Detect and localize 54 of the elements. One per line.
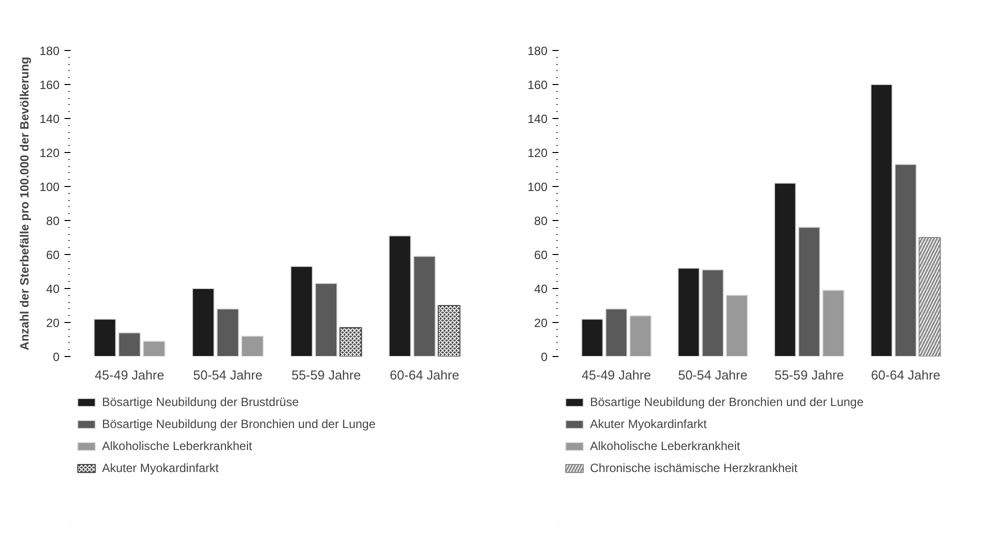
y-tick-label: 100 (39, 180, 60, 194)
bar (629, 315, 652, 356)
x-tick-label: 55-59 Jahre (291, 368, 361, 382)
y-tick-label: 0 (52, 350, 60, 364)
bar (314, 282, 338, 356)
bar (581, 318, 604, 356)
y-tick-label: 80 (534, 214, 548, 228)
bar (216, 308, 240, 356)
x-tick-label: 60-64 Jahre (390, 368, 460, 382)
bar (290, 266, 313, 356)
bar (388, 235, 412, 356)
legend-label: Akuter Myokardinfarkt (590, 417, 707, 431)
x-tick-label: 45-49 Jahre (582, 368, 652, 382)
y-tick-label: 160 (527, 78, 548, 92)
y-axis-title: Anzahl der Sterbefälle pro 100.000 der Bevölkerung (17, 56, 32, 350)
y-tick-label: 40 (534, 282, 548, 296)
y-tick-label: 160 (39, 78, 60, 92)
y-tick-label: 20 (46, 316, 60, 330)
legend-label: Bösartige Neubildung der Bronchien und der Lunge (590, 395, 864, 409)
y-tick-label: 20 (534, 316, 548, 330)
legend-label: Bösartige Neubildung der Brustdrüse (102, 395, 299, 409)
y-tick-label: 80 (46, 214, 60, 228)
bar (192, 288, 215, 356)
y-tick-label: 100 (527, 180, 548, 194)
legend-label: Akuter Myokardinfarkt (102, 461, 219, 475)
y-tick-label: 140 (527, 112, 548, 126)
y-tick-label: 60 (46, 248, 60, 262)
y-tick-label: 0 (540, 350, 548, 364)
y-tick-label: 180 (527, 44, 548, 58)
legend-label: Chronische ischämische Herzkrankheit (590, 461, 798, 475)
legend-label: Alkoholische Leberkrankheit (590, 439, 740, 453)
bar (413, 256, 436, 356)
legend-label: Bösartige Neubildung der Bronchien und der Lunge (102, 417, 376, 431)
bar (241, 336, 264, 356)
bar (94, 318, 116, 356)
x-tick-label: 45-49 Jahre (94, 368, 164, 382)
bar (726, 294, 748, 356)
x-tick-label: 55-59 Jahre (774, 368, 844, 382)
y-tick-label: 120 (39, 146, 60, 160)
y-tick-label: 120 (527, 146, 548, 160)
bar (774, 182, 796, 356)
x-tick-label: 60-64 Jahre (870, 368, 940, 382)
bar (118, 332, 141, 356)
x-tick-label: 50-54 Jahre (678, 368, 748, 382)
bar (605, 308, 628, 356)
y-tick-label: 40 (46, 282, 60, 296)
bar (894, 164, 917, 356)
y-tick-label: 140 (39, 112, 60, 126)
bar (142, 340, 166, 356)
y-tick-label: 180 (39, 44, 60, 58)
y-tick-label: 60 (534, 248, 548, 262)
legend-label: Alkoholische Leberkrankheit (102, 439, 252, 453)
bar (870, 84, 893, 356)
x-tick-label: 50-54 Jahre (193, 368, 263, 382)
